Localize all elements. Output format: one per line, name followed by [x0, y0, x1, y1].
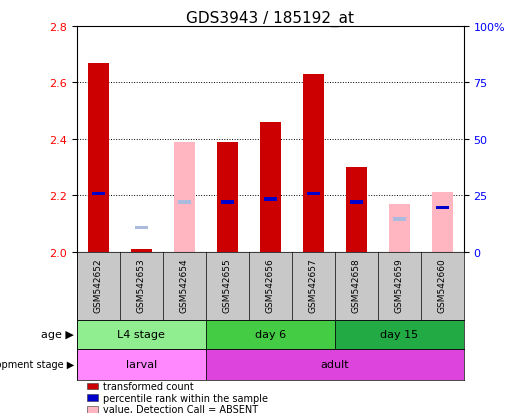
Bar — [206, 320, 335, 349]
Text: GSM542658: GSM542658 — [352, 257, 361, 312]
Bar — [346, 168, 367, 252]
Bar — [303, 75, 324, 252]
Bar — [260, 123, 281, 252]
Bar — [130, 249, 152, 252]
Bar — [87, 64, 109, 252]
Text: GSM542652: GSM542652 — [94, 257, 103, 312]
Text: larval: larval — [126, 359, 157, 370]
Bar — [77, 349, 206, 380]
Text: GSM542657: GSM542657 — [309, 257, 318, 312]
Bar — [178, 201, 191, 204]
Text: L4 stage: L4 stage — [118, 330, 165, 339]
Text: GSM542660: GSM542660 — [438, 257, 447, 312]
Text: GSM542659: GSM542659 — [395, 257, 404, 312]
Bar — [264, 198, 277, 201]
Bar — [393, 218, 405, 221]
Text: development stage ▶: development stage ▶ — [0, 359, 74, 370]
Bar — [335, 320, 464, 349]
Bar — [431, 193, 453, 252]
Bar — [307, 192, 320, 196]
Text: GSM542653: GSM542653 — [137, 257, 146, 312]
Bar — [173, 142, 195, 252]
Bar — [77, 320, 206, 349]
Bar — [221, 201, 234, 204]
Bar — [350, 201, 363, 204]
Text: GSM542655: GSM542655 — [223, 257, 232, 312]
Bar — [135, 226, 148, 230]
Title: GDS3943 / 185192_at: GDS3943 / 185192_at — [187, 11, 354, 27]
Bar — [436, 206, 449, 210]
Bar — [436, 206, 449, 210]
Text: percentile rank within the sample: percentile rank within the sample — [103, 393, 268, 403]
Bar — [130, 249, 152, 252]
Bar — [206, 349, 464, 380]
Bar — [217, 142, 238, 252]
Text: GSM542656: GSM542656 — [266, 257, 275, 312]
Bar — [388, 204, 410, 252]
Text: transformed count: transformed count — [103, 381, 194, 391]
Text: day 6: day 6 — [255, 330, 286, 339]
Text: value, Detection Call = ABSENT: value, Detection Call = ABSENT — [103, 404, 259, 413]
Text: GSM542654: GSM542654 — [180, 257, 189, 312]
Text: adult: adult — [321, 359, 349, 370]
Bar — [92, 192, 105, 196]
Text: day 15: day 15 — [380, 330, 418, 339]
Text: age ▶: age ▶ — [41, 330, 74, 339]
